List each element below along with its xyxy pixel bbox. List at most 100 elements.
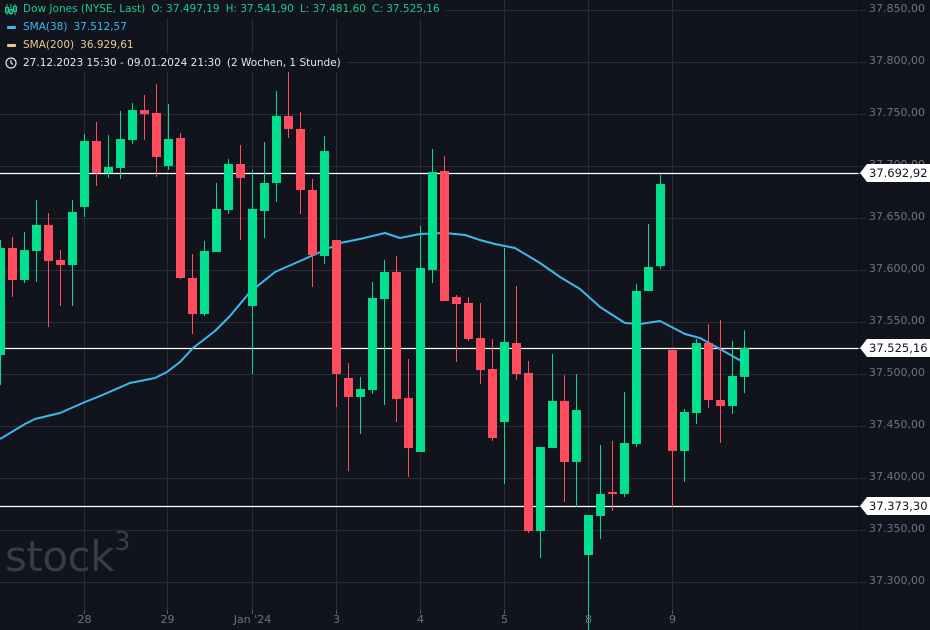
candle-up[interactable]	[656, 175, 665, 269]
candle-down[interactable]	[716, 320, 725, 443]
price-tag-value: 37.525,16	[869, 340, 928, 355]
y-axis-label: 37.500,00	[869, 366, 925, 379]
candle-down[interactable]	[452, 294, 461, 363]
candle-up[interactable]	[116, 110, 125, 179]
candle-down[interactable]	[344, 362, 353, 472]
candle-body	[224, 164, 233, 210]
candle-up[interactable]	[680, 409, 689, 482]
candle-down[interactable]	[140, 94, 149, 140]
candle-up[interactable]	[248, 169, 257, 374]
candle-up[interactable]	[728, 341, 737, 415]
candle-up[interactable]	[620, 391, 629, 498]
legend-range-row[interactable]: 27.12.2023 15:30 - 09.01.2024 21:30 (2 W…	[0, 54, 347, 72]
price-tag: 37.525,16	[860, 338, 930, 357]
x-axis-label: 29	[160, 613, 175, 626]
candle-down[interactable]	[404, 359, 413, 477]
candle-up[interactable]	[224, 159, 233, 215]
candle-body	[200, 250, 209, 314]
candle-down[interactable]	[152, 84, 161, 178]
candle-body	[104, 167, 113, 173]
candle-body	[620, 442, 629, 495]
candle-up[interactable]	[692, 338, 701, 425]
candle-down[interactable]	[8, 237, 17, 298]
x-axis-label: 8	[585, 613, 592, 626]
candle-up[interactable]	[356, 377, 365, 435]
candle-down[interactable]	[560, 375, 569, 503]
candle-up[interactable]	[380, 260, 389, 405]
candle-up[interactable]	[368, 281, 377, 394]
candle-down[interactable]	[92, 122, 101, 186]
candle-up[interactable]	[212, 182, 221, 253]
candle-up[interactable]	[80, 133, 89, 217]
candle-up[interactable]	[548, 354, 557, 449]
candle-up[interactable]	[572, 374, 581, 508]
candle-up[interactable]	[32, 200, 41, 282]
candle-down[interactable]	[704, 323, 713, 409]
candle-down[interactable]	[44, 213, 53, 327]
candle-down[interactable]	[176, 133, 185, 280]
candle-up[interactable]	[104, 135, 113, 178]
candle-body	[296, 128, 305, 191]
candle-down[interactable]	[440, 156, 449, 301]
candle-up[interactable]	[164, 104, 173, 170]
sma38-polyline	[0, 232, 744, 440]
candle-body	[704, 343, 713, 400]
candle-down[interactable]	[284, 71, 293, 139]
candle-up[interactable]	[428, 149, 437, 283]
candle-down[interactable]	[476, 302, 485, 384]
candle-down[interactable]	[512, 286, 521, 381]
candle-up[interactable]	[320, 136, 329, 264]
candle-up[interactable]	[260, 141, 269, 238]
y-axis-label: 37.550,00	[869, 314, 925, 327]
candle-down[interactable]	[56, 250, 65, 306]
candle-down[interactable]	[524, 361, 533, 534]
legend-sma200-row[interactable]: SMA(200) 36.929,61	[0, 36, 140, 54]
candle-up[interactable]	[416, 226, 425, 452]
candle-up[interactable]	[68, 200, 77, 306]
candle-up[interactable]	[644, 224, 653, 292]
candle-body	[428, 172, 437, 270]
candle-body	[20, 250, 29, 280]
candle-up[interactable]	[20, 232, 29, 283]
candle-down[interactable]	[236, 144, 245, 241]
candle-up[interactable]	[632, 284, 641, 448]
candles[interactable]	[0, 71, 749, 630]
candle-up[interactable]	[128, 102, 137, 144]
x-axis-label: Jan '24	[233, 613, 272, 626]
candle-body	[92, 141, 101, 173]
y-axis-label: 37.300,00	[869, 574, 925, 587]
candle-up[interactable]	[500, 247, 509, 485]
candle-up[interactable]	[596, 445, 605, 540]
clock-icon	[5, 57, 17, 69]
candle-up[interactable]	[0, 240, 5, 386]
candle-up[interactable]	[536, 447, 545, 558]
candle-up[interactable]	[200, 240, 209, 316]
candle-down[interactable]	[188, 253, 197, 334]
legend-instrument-row[interactable]: Dow Jones (NYSE, Last) O: 37.497,19 H: 3…	[0, 0, 446, 18]
candle-down[interactable]	[296, 112, 305, 215]
candle-body	[488, 369, 497, 438]
sma200-value: 36.929,61	[80, 39, 134, 51]
legend-sma38-row[interactable]: SMA(38) 37.512,57	[0, 18, 133, 36]
candle-body	[680, 411, 689, 451]
candle-up[interactable]	[272, 91, 281, 202]
candle-down[interactable]	[668, 349, 677, 508]
sma38-swatch-icon	[5, 25, 17, 29]
candle-down[interactable]	[392, 255, 401, 423]
candle-down[interactable]	[608, 440, 617, 511]
candle-body	[716, 400, 725, 407]
candle-down[interactable]	[308, 179, 317, 287]
x-axis-label: 5	[501, 613, 508, 626]
x-axis-label: 28	[77, 613, 92, 626]
sma38-value: 37.512,57	[73, 21, 127, 33]
candle-down[interactable]	[332, 240, 341, 407]
sma200-label: SMA(200)	[23, 39, 75, 51]
chart-legend: Dow Jones (NYSE, Last) O: 37.497,19 H: 3…	[0, 0, 446, 72]
candle-body	[464, 302, 473, 339]
candle-down[interactable]	[464, 297, 473, 342]
candle-up[interactable]	[740, 330, 749, 394]
candle-up[interactable]	[584, 515, 593, 630]
candle-body	[164, 138, 173, 166]
candle-down[interactable]	[488, 338, 497, 441]
